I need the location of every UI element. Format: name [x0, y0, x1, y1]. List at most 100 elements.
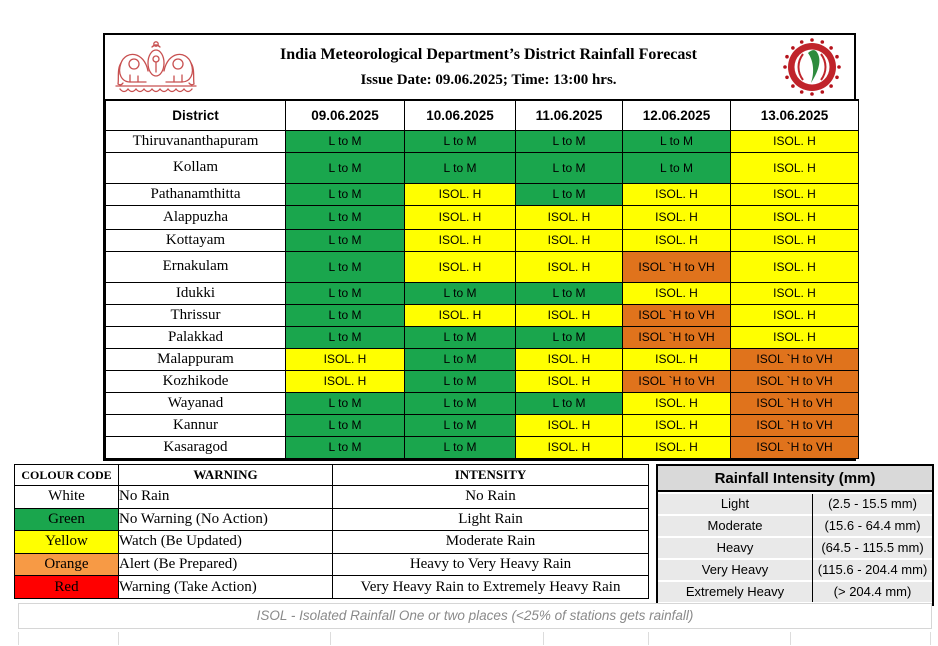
intensity-label: Light: [658, 494, 812, 514]
rainfall-intensity-table: Rainfall Intensity (mm) Light (2.5 - 15.5…: [656, 464, 934, 606]
forecast-cell: L to M: [622, 129, 731, 153]
district-name: Malappuram: [105, 347, 286, 371]
colour-code-table: COLOUR CODE WARNING INTENSITY White No Ra…: [14, 464, 649, 599]
forecast-cell: ISOL. H: [404, 182, 516, 206]
gridline-tick: [648, 632, 649, 645]
forecast-cell: ISOL. H: [515, 435, 623, 459]
intensity-row: Moderate (15.6 - 64.4 mm): [658, 516, 932, 536]
forecast-cell: L to M: [404, 413, 516, 437]
gridline-tick: [930, 632, 931, 645]
imd-seal-icon: [770, 38, 854, 96]
intensity-label: Heavy: [658, 538, 812, 558]
forecast-row: Kottayam L to M ISOL. H ISOL. H ISOL. H ISOL.…: [105, 228, 859, 252]
district-name: Kollam: [105, 151, 286, 184]
gridline-tick: [118, 632, 119, 645]
forecast-cell: ISOL `H to VH: [730, 369, 859, 393]
intensity-range: (64.5 - 115.5 mm): [813, 538, 932, 558]
forecast-cell: ISOL. H: [730, 182, 859, 206]
district-name: Thiruvananthapuram: [105, 129, 286, 153]
forecast-cell: L to M: [285, 151, 405, 184]
forecast-cell: ISOL. H: [404, 204, 516, 230]
forecast-cell: ISOL. H: [730, 303, 859, 327]
column-header-date-4: 12.06.2025: [622, 99, 731, 131]
forecast-header-row: District 09.06.2025 10.06.2025 11.06.202…: [105, 99, 859, 131]
intensity-text: No Rain: [332, 485, 649, 509]
forecast-cell: ISOL. H: [622, 228, 731, 252]
colour-swatch: Red: [14, 575, 119, 599]
intensity-row: Extremely Heavy (> 204.4 mm): [658, 582, 932, 602]
intensity-row: Light (2.5 - 15.5 mm): [658, 494, 932, 514]
forecast-row: Thrissur L to M ISOL. H ISOL. H ISOL `H to V…: [105, 303, 859, 327]
rainfall-intensity-body: Light (2.5 - 15.5 mm) Moderate (15.6 - 64.4…: [658, 494, 932, 602]
colour-code-row: Orange Alert (Be Prepared) Heavy to Very H…: [14, 552, 649, 577]
forecast-cell: L to M: [285, 129, 405, 153]
forecast-cell: ISOL `H to VH: [622, 303, 731, 327]
forecast-cell: ISOL `H to VH: [730, 391, 859, 415]
forecast-cell: ISOL. H: [622, 281, 731, 305]
forecast-cell: ISOL. H: [730, 129, 859, 153]
warning-text: Alert (Be Prepared): [118, 552, 333, 577]
forecast-cell: ISOL. H: [515, 303, 623, 327]
forecast-cell: ISOL. H: [622, 413, 731, 437]
intensity-row: Very Heavy (115.6 - 204.4 mm): [658, 560, 932, 580]
district-name: Ernakulam: [105, 250, 286, 283]
district-name: Wayanad: [105, 391, 286, 415]
colour-code-row: White No Rain No Rain: [14, 485, 649, 509]
forecast-cell: ISOL. H: [285, 347, 405, 371]
forecast-cell: L to M: [404, 129, 516, 153]
intensity-text: Very Heavy Rain to Extremely Heavy Rain: [332, 575, 649, 599]
column-header-date-1: 09.06.2025: [285, 99, 405, 131]
intensity-label: Very Heavy: [658, 560, 812, 580]
forecast-cell: L to M: [285, 281, 405, 305]
forecast-cell: L to M: [285, 413, 405, 437]
forecast-cell: L to M: [285, 204, 405, 230]
district-name: Kottayam: [105, 228, 286, 252]
forecast-cell: ISOL. H: [515, 204, 623, 230]
forecast-cell: ISOL `H to VH: [622, 250, 731, 283]
forecast-cell: L to M: [285, 325, 405, 349]
district-name: Idukki: [105, 281, 286, 305]
district-name: Kannur: [105, 413, 286, 437]
warning-text: No Warning (No Action): [118, 507, 333, 532]
intensity-label: Extremely Heavy: [658, 582, 812, 602]
forecast-title-bar: India Meteorological Department’s Distri…: [105, 35, 854, 99]
forecast-cell: L to M: [285, 228, 405, 252]
forecast-cell: ISOL `H to VH: [730, 413, 859, 437]
colour-swatch: White: [14, 485, 119, 509]
forecast-cell: ISOL. H: [515, 250, 623, 283]
intensity-range: (15.6 - 64.4 mm): [813, 516, 932, 536]
warning-text: No Rain: [118, 485, 333, 509]
forecast-cell: ISOL. H: [285, 369, 405, 393]
gridline-tick: [543, 632, 544, 645]
district-name: Alappuzha: [105, 204, 286, 230]
forecast-cell: ISOL. H: [622, 182, 731, 206]
forecast-cell: L to M: [515, 129, 623, 153]
forecast-box: India Meteorological Department’s Distri…: [103, 33, 859, 461]
forecast-cell: ISOL. H: [622, 391, 731, 415]
forecast-cell: L to M: [622, 151, 731, 184]
forecast-cell: L to M: [285, 250, 405, 283]
forecast-cell: ISOL. H: [730, 228, 859, 252]
forecast-cell: L to M: [285, 182, 405, 206]
forecast-cell: L to M: [515, 281, 623, 305]
forecast-cell: L to M: [515, 325, 623, 349]
district-name: Palakkad: [105, 325, 286, 349]
intensity-label: Moderate: [658, 516, 812, 536]
colour-swatch: Green: [14, 507, 119, 532]
warning-text: Warning (Take Action): [118, 575, 333, 599]
forecast-cell: L to M: [515, 182, 623, 206]
intensity-range: (> 204.4 mm): [813, 582, 932, 602]
forecast-title-block: India Meteorological Department’s Distri…: [207, 46, 770, 89]
forecast-cell: ISOL. H: [515, 347, 623, 371]
gridline-tick: [790, 632, 791, 645]
forecast-cell: L to M: [404, 369, 516, 393]
kerala-govt-emblem-icon: [105, 38, 207, 96]
forecast-cell: ISOL. H: [730, 281, 859, 305]
forecast-cell: ISOL `H to VH: [730, 435, 859, 459]
